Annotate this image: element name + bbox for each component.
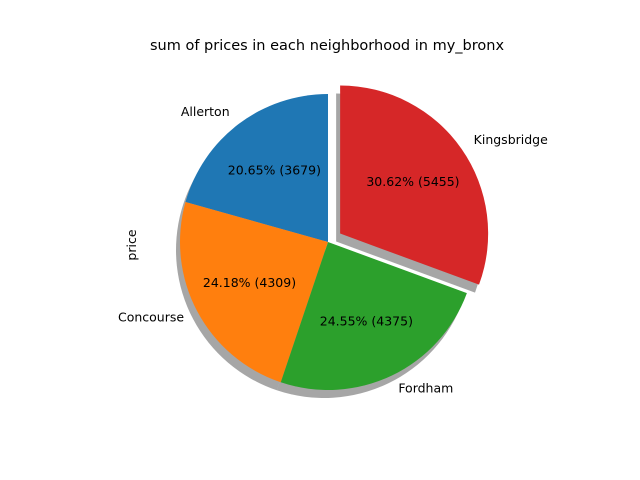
percent-label-kingsbridge: 30.62% (5455) [366,174,459,189]
percent-label-allerton: 20.65% (3679) [228,163,321,178]
slice-label-kingsbridge: Kingsbridge [474,132,548,147]
chart-title: sum of prices in each neighborhood in my… [150,38,504,54]
pie-slice-concourse [180,202,328,383]
percent-label-fordham: 24.55% (4375) [320,314,413,329]
pie-slice-fordham [280,242,467,390]
pie-labels: Allerton 20.65% (3679) Concourse 24.18% (43… [118,104,548,396]
pie-slice-allerton [185,94,328,242]
percent-label-concourse: 24.18% (4309) [203,275,296,290]
slice-label-concourse: Concourse [118,310,184,325]
pie-slice-kingsbridge [340,85,489,285]
slice-label-fordham: Fordham [398,380,453,395]
y-axis-label: price [124,229,139,260]
pie-slices [180,85,489,390]
slice-label-allerton: Allerton [181,104,230,119]
